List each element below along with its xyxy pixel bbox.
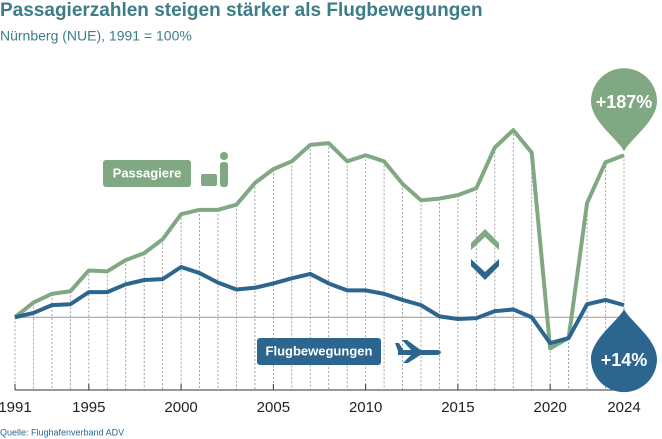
luggage-icon <box>201 152 228 187</box>
plane-icon <box>395 340 441 363</box>
value-drop <box>591 68 657 152</box>
x-tick-label: 2015 <box>441 399 474 416</box>
x-tick-label: 1991 <box>0 399 32 416</box>
legend-label: Passagiere <box>113 165 182 180</box>
x-tick-label: 1995 <box>72 399 105 416</box>
x-tick-label: 2010 <box>349 399 382 416</box>
x-tick-label: 2020 <box>533 399 566 416</box>
chart-subtitle: Nürnberg (NUE), 1991 = 100% <box>0 28 192 44</box>
plot-area: 1991 1995 2000 2005 2010 2015 2020 2024 Passagie… <box>0 68 657 416</box>
value-drop <box>591 309 657 393</box>
series-line <box>14 265 625 346</box>
series-line <box>13 128 625 351</box>
legend-box <box>257 338 381 365</box>
arrows-icon <box>471 229 499 280</box>
legend-box <box>103 160 191 187</box>
chart-title: Passagierzahlen steigen stärker als Flug… <box>0 0 483 21</box>
source: Quelle: Flughafenverband ADV <box>0 427 124 437</box>
legend-label: Flugbewegungen <box>266 343 373 358</box>
x-tick-label: 2005 <box>257 399 290 416</box>
value-label: +14% <box>601 350 648 370</box>
value-label: +187% <box>596 92 653 112</box>
x-tick-label: 2024 <box>607 399 640 416</box>
x-tick-label: 2000 <box>164 399 197 416</box>
